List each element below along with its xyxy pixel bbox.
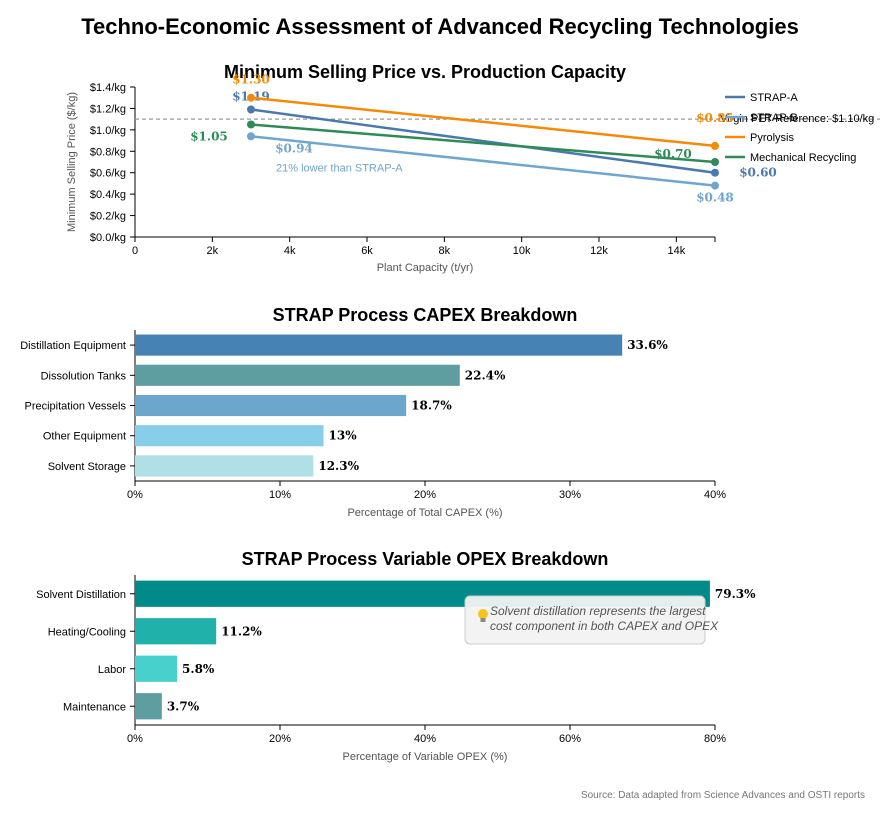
x-tick-label: 0 [132,245,138,257]
x-axis-title: Plant Capacity (t/yr) [377,262,474,274]
data-label: $0.70 [654,147,692,161]
data-point [247,120,255,129]
bar [135,618,217,645]
y-tick-label: $0.2/kg [90,211,126,223]
data-label: $0.60 [739,166,777,180]
x-tick-label: 0% [127,489,143,501]
category-label: Solvent Storage [48,461,126,473]
data-point [247,93,255,102]
data-label: $1.30 [232,73,270,87]
callout-text: Solvent distillation represents the larg… [490,604,706,618]
data-point [711,158,719,166]
x-tick-label: 20% [269,733,291,745]
lightbulb-base [480,618,486,622]
x-tick-label: 80% [704,733,726,745]
data-label: $1.05 [190,130,228,144]
y-axis-title: Minimum Selling Price ($/kg) [66,92,78,232]
bar-value-label: 18.7% [411,399,452,413]
x-tick-label: 2k [207,245,219,257]
x-tick-label: 4k [284,245,296,257]
category-label: Heating/Cooling [48,626,126,638]
bar-value-label: 13% [329,429,358,443]
category-label: Distillation Equipment [20,340,126,352]
bar-value-label: 11.2% [221,624,262,638]
capex-x-axis-title: Percentage of Total CAPEX (%) [347,507,502,519]
opex-x-axis-title: Percentage of Variable OPEX (%) [343,751,508,763]
category-label: Labor [98,664,126,676]
legend-label: STRAP-A [750,92,798,104]
bar [135,655,178,682]
series-line-strap-b [250,135,716,187]
legend-label: STRAP-B [750,112,798,124]
category-label: Precipitation Vessels [25,401,127,413]
category-label: Other Equipment [43,431,126,443]
x-tick-label: 0% [127,733,143,745]
x-tick-label: 40% [414,733,436,745]
bar-value-label: 12.3% [318,459,359,473]
category-label: Maintenance [63,701,126,713]
data-point [711,141,719,150]
callout-box: Solvent distillation represents the larg… [464,595,719,645]
callout-text: cost component in both CAPEX and OPEX [490,619,719,633]
category-label: Dissolution Tanks [41,370,127,382]
x-tick-label: 14k [667,245,685,257]
series-line-pyrolysis [250,96,716,148]
bar [135,455,314,477]
annotation-text: 21% lower than STRAP-A [276,162,403,174]
series-line-mechanical-recycling [250,123,716,164]
capex-chart-title: STRAP Process CAPEX Breakdown [273,305,578,325]
x-tick-label: 6k [361,245,373,257]
bar [135,364,460,386]
data-point [711,168,719,177]
page-title: Techno-Economic Assessment of Advanced R… [81,14,799,39]
data-point [711,181,719,190]
category-label: Solvent Distillation [36,589,126,601]
callout-background [464,595,706,645]
x-tick-label: 60% [559,733,581,745]
lightbulb-icon [478,609,488,622]
y-tick-label: $0.0/kg [90,232,126,244]
bar [135,394,407,417]
legend-label: Mechanical Recycling [750,152,856,164]
bar-value-label: 5.8% [182,662,215,676]
x-tick-label: 40% [704,489,726,501]
x-tick-label: 10k [513,245,531,257]
x-tick-label: 30% [559,489,581,501]
y-tick-label: $1.2/kg [90,103,126,115]
data-point [247,105,255,114]
source-note: Source: Data adapted from Science Advanc… [581,790,865,801]
line-chart-title: Minimum Selling Price vs. Production Cap… [224,62,626,82]
data-label: $0.94 [275,141,313,155]
bar-value-label: 22.4% [465,368,506,382]
reference-line-label: Virgin PET Reference: $1.10/kg [720,113,874,125]
y-tick-label: $0.4/kg [90,189,126,201]
bar-value-label: 79.3% [715,587,756,601]
x-tick-label: 20% [414,489,436,501]
data-label: $0.85 [696,111,734,125]
opex-chart-title: STRAP Process Variable OPEX Breakdown [242,549,609,569]
y-tick-label: $0.8/kg [90,146,126,158]
y-tick-label: $1.0/kg [90,125,126,137]
x-tick-label: 10% [269,489,291,501]
lightbulb-glass [478,609,488,619]
legend-label: Pyrolysis [750,132,795,144]
x-tick-label: 8k [439,245,451,257]
bar [135,693,162,720]
series-line-strap-a [250,108,716,174]
bar-value-label: 3.7% [167,699,200,713]
bar-value-label: 33.6% [627,338,668,352]
bar [135,334,623,356]
bar [135,425,324,447]
y-tick-label: $0.6/kg [90,168,126,180]
x-tick-label: 12k [590,245,608,257]
data-label: $0.48 [696,191,734,205]
data-point [247,132,255,141]
y-tick-label: $1.4/kg [90,82,126,94]
